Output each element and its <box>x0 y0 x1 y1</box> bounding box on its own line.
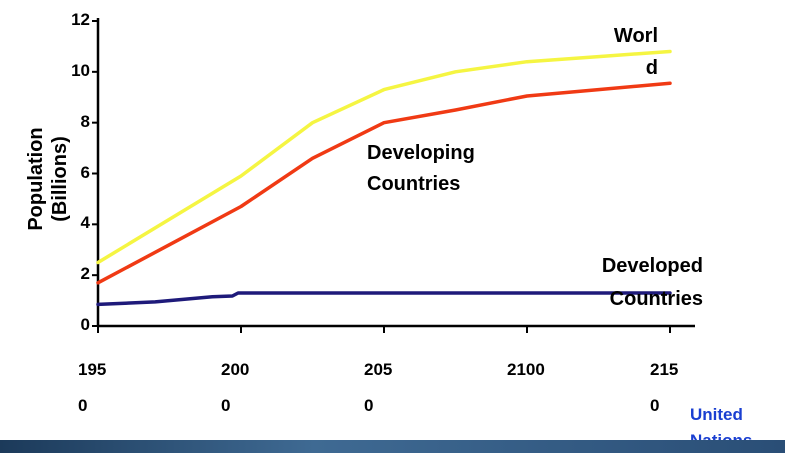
y-tick-label: 12 <box>71 10 90 29</box>
series-label-world: Worl d <box>613 25 658 79</box>
x-tick-label: 205 0 <box>364 360 393 415</box>
series-line-1 <box>96 81 672 285</box>
footer-bar <box>0 440 785 453</box>
x-tick-label: 195 0 <box>78 360 107 415</box>
axes <box>92 18 695 333</box>
y-tick-label: 4 <box>80 213 90 233</box>
x-tick-label: 200 0 <box>221 360 250 415</box>
y-tick-label: 0 <box>80 315 90 334</box>
series-layer <box>96 49 672 307</box>
x-tick-label: 215 0 <box>650 360 679 415</box>
y-tick-label: 8 <box>80 111 90 131</box>
series-line-2 <box>96 291 672 307</box>
y-tick-label: 6 <box>80 162 90 182</box>
x-tick-label: 2100 <box>507 360 545 379</box>
series-line-0 <box>96 49 672 265</box>
y-tick-label: 2 <box>80 264 90 284</box>
series-label-developed: Developed Countries <box>601 255 703 310</box>
y-tick-label: 10 <box>71 60 90 80</box>
series-label-developing: Developing Countries <box>367 142 475 195</box>
